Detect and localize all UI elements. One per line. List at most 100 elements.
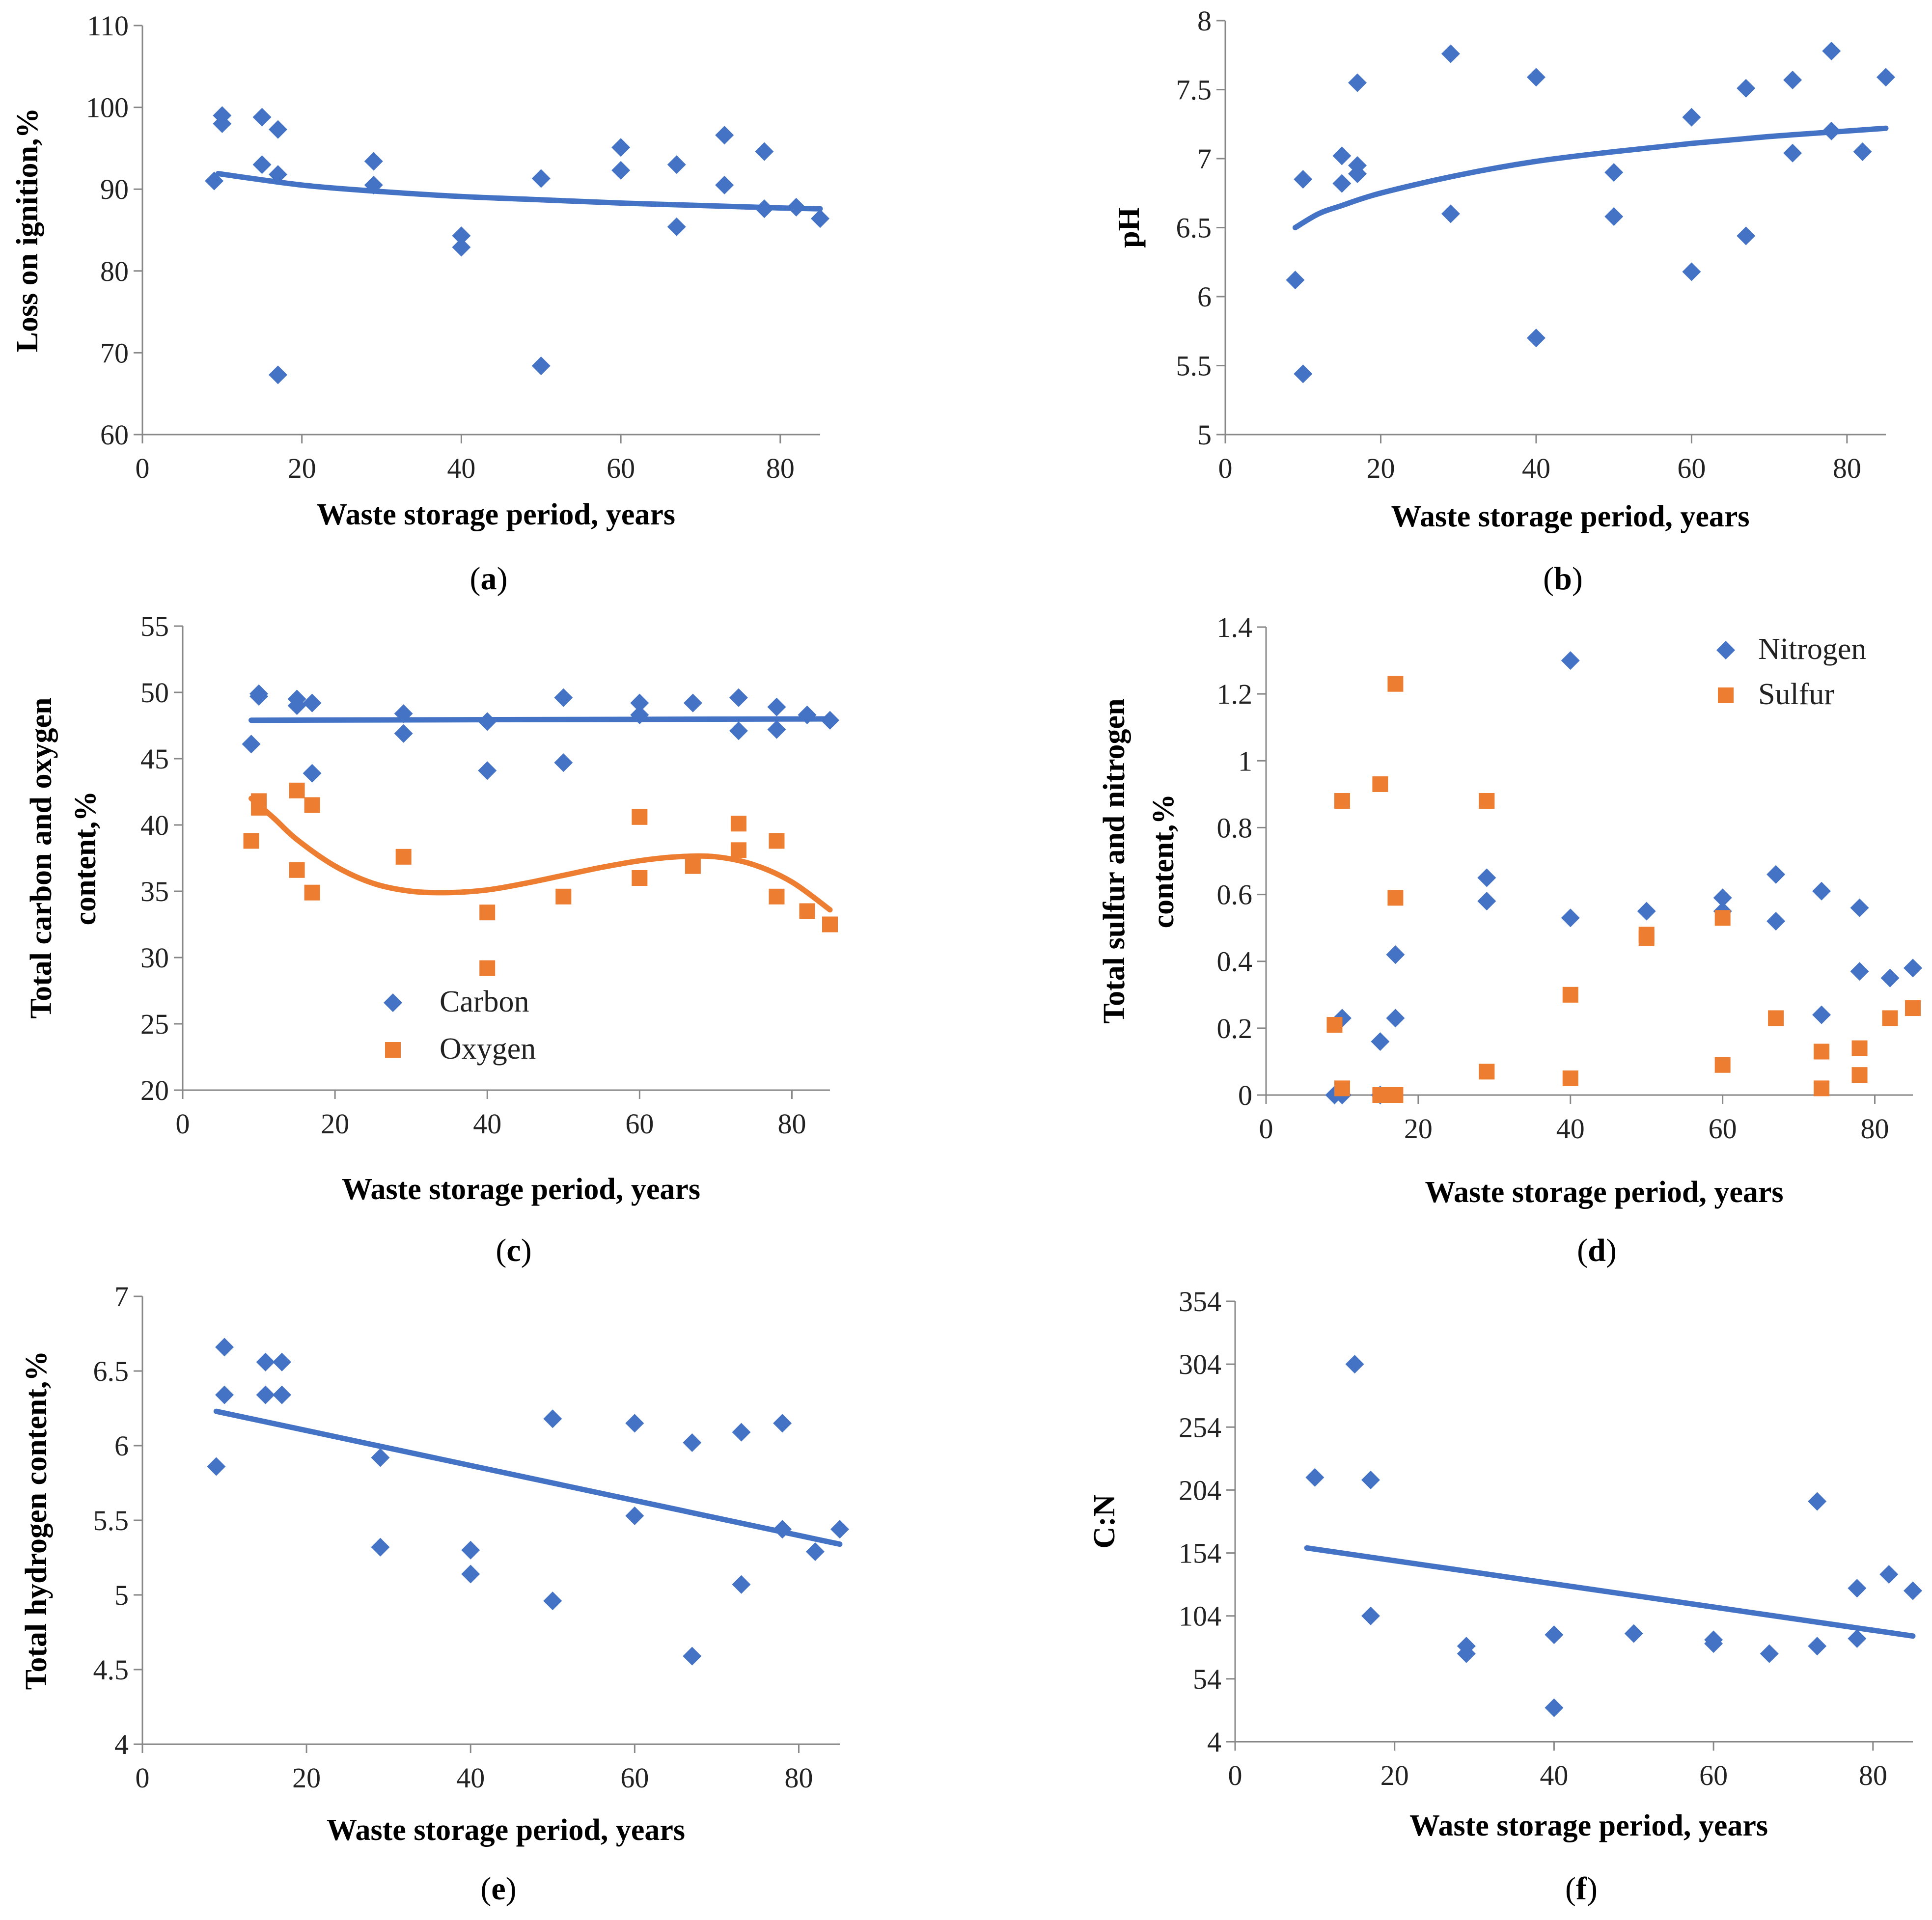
data-point-20 — [773, 1414, 792, 1433]
y-tick-label-6: 6 — [1197, 281, 1212, 313]
data-point-7 — [1386, 1009, 1405, 1028]
data-point-8 — [395, 849, 412, 865]
data-point-14 — [630, 693, 649, 713]
x-tick-label-40: 40 — [473, 1108, 501, 1140]
data-point-8 — [1477, 868, 1496, 887]
y-tick-label-6-5: 6.5 — [93, 1355, 129, 1387]
data-point-12 — [543, 1409, 562, 1428]
y-tick-label-7: 7 — [1197, 143, 1212, 175]
y-axis-title-line-2: content,% — [1147, 794, 1180, 929]
data-point-17 — [1737, 79, 1756, 98]
x-axis-title: Waste storage period, years — [327, 1813, 685, 1847]
data-point-11 — [1561, 908, 1580, 928]
y-tick-label-0-2: 0.2 — [1217, 1013, 1253, 1044]
series-ph — [1286, 41, 1895, 384]
data-point-11 — [478, 761, 497, 780]
data-point-24 — [1905, 1000, 1921, 1016]
y-tick-label-0-8: 0.8 — [1217, 812, 1253, 844]
data-point-18 — [729, 721, 748, 741]
data-point-16 — [730, 842, 746, 858]
data-point-7 — [1387, 676, 1404, 692]
data-point-22 — [805, 1542, 825, 1561]
x-axis-title: Waste storage period, years — [1425, 1176, 1783, 1209]
data-point-23 — [830, 1520, 849, 1539]
y-axis-title-line-1: Total carbon and oxygen — [25, 698, 58, 1019]
data-point-24 — [811, 209, 829, 228]
y-axis-title: C:N — [1088, 1494, 1121, 1548]
data-point-15 — [1682, 108, 1701, 127]
panel-f: 4 54 104 154 204 254 304 354 0 20 40 60 80 Waste stor… — [1088, 1286, 1922, 1907]
panel-label: (d) — [1577, 1233, 1617, 1268]
data-point-2 — [215, 1338, 234, 1357]
data-point-13 — [1562, 1070, 1578, 1086]
y-tick-label-1-2: 1.2 — [1217, 678, 1253, 710]
series-carbon — [242, 684, 839, 783]
data-point-4 — [256, 1352, 275, 1371]
trend-line-oxygen — [248, 795, 833, 913]
data-point-20 — [1850, 962, 1869, 981]
data-point-10 — [1479, 793, 1495, 809]
x-tick-label-60: 60 — [1699, 1759, 1728, 1791]
x-axis-title: Waste storage period, years — [317, 498, 675, 531]
data-point-15 — [1638, 930, 1655, 946]
data-point-12 — [632, 809, 648, 825]
data-point-9 — [1441, 44, 1460, 63]
data-point-18 — [667, 217, 686, 236]
data-point-1 — [1286, 271, 1305, 290]
y-axis-title-line-1: Total sulfur and nitrogen — [1098, 698, 1131, 1023]
data-point-19 — [1783, 70, 1802, 89]
data-point-3 — [1361, 1470, 1380, 1489]
data-point-15 — [611, 138, 631, 157]
data-point-5 — [1332, 174, 1352, 193]
data-point-18 — [1768, 1010, 1784, 1026]
x-tick-label-60: 60 — [1709, 1113, 1737, 1145]
x-tick-label-60: 60 — [607, 452, 635, 484]
data-point-10 — [1561, 651, 1580, 670]
data-point-16 — [1714, 910, 1731, 926]
y-tick-label-35: 35 — [140, 876, 169, 907]
data-point-16 — [683, 1433, 702, 1452]
data-point-3 — [249, 687, 269, 706]
x-tick-label-40: 40 — [1556, 1113, 1585, 1145]
data-point-20 — [822, 916, 838, 933]
y-tick-label-60: 60 — [100, 419, 129, 451]
y-tick-label-4: 4 — [1207, 1726, 1221, 1758]
x-axis-title: Waste storage period, years — [342, 1173, 700, 1206]
series-sulfur — [1326, 676, 1921, 1103]
x-tick-label-80: 80 — [1833, 452, 1861, 484]
y-tick-label-0-6: 0.6 — [1217, 879, 1253, 911]
x-tick-label-20: 20 — [1380, 1759, 1409, 1791]
data-point-12 — [452, 238, 471, 257]
data-point-19 — [1850, 898, 1869, 917]
y-tick-label-7-5: 7.5 — [1176, 74, 1212, 106]
data-point-13 — [1808, 1492, 1827, 1511]
data-point-16 — [1848, 1629, 1867, 1648]
data-point-2 — [1334, 793, 1350, 809]
y-tick-label-40: 40 — [140, 809, 169, 841]
data-point-3 — [1294, 364, 1313, 384]
data-point-4 — [1361, 1606, 1380, 1625]
y-tick-label-4-5: 4.5 — [93, 1654, 129, 1686]
panel-label: (c) — [496, 1233, 531, 1268]
data-point-9 — [394, 724, 413, 743]
trend-line-loss-on-ignition — [215, 171, 823, 212]
x-tick-label-20: 20 — [1404, 1113, 1433, 1145]
data-point-13 — [1713, 888, 1732, 907]
y-tick-label-7: 7 — [114, 1281, 129, 1313]
y-tick-label-8: 8 — [1197, 5, 1212, 37]
data-point-14 — [1808, 1637, 1827, 1656]
y-tick-label-5-5: 5.5 — [1176, 350, 1212, 382]
y-tick-label-20: 20 — [140, 1074, 169, 1106]
data-point-18 — [1812, 1005, 1831, 1024]
y-tick-label-50: 50 — [140, 677, 169, 709]
data-point-6 — [1457, 1644, 1476, 1663]
data-point-16 — [1682, 262, 1701, 281]
panel-label: (e) — [480, 1871, 516, 1907]
y-tick-label-100: 100 — [86, 92, 129, 124]
x-tick-label-0: 0 — [1218, 452, 1233, 484]
y-tick-label-1-4: 1.4 — [1217, 611, 1253, 643]
y-tick-label-254: 254 — [1179, 1411, 1221, 1443]
panel-e: 4 4.5 5 5.5 6 6.5 7 0 20 40 60 80 Waste storage peri… — [20, 1281, 849, 1907]
series-hydrogen — [207, 1338, 849, 1666]
